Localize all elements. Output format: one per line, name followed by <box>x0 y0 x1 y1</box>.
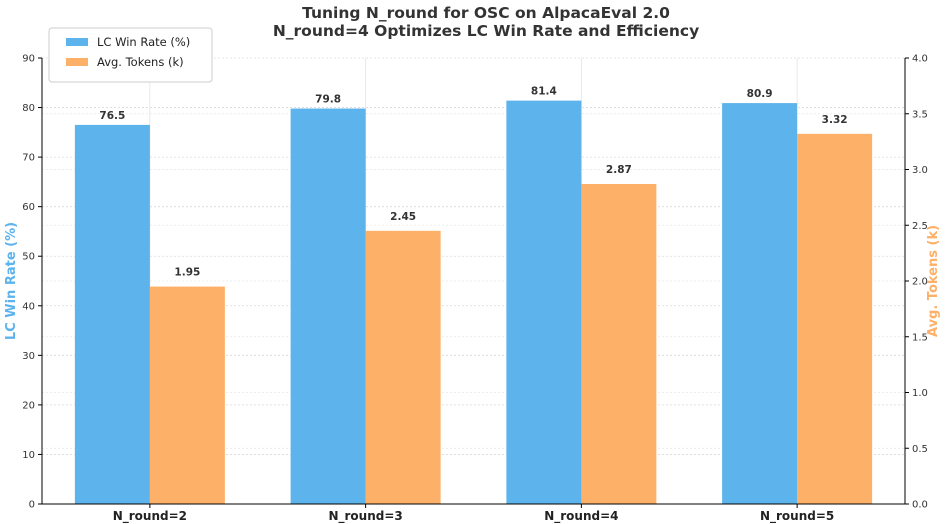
y2-tick-label: 4.0 <box>912 54 928 65</box>
value-labels: 76.5 1.95 79.8 2.45 81.4 2.87 80.9 3.32 <box>99 86 847 279</box>
value-label-avg-tokens: 3.32 <box>822 114 848 126</box>
x-tick-label: N_round=2 <box>113 509 187 524</box>
y2-tick-label: 3.0 <box>912 165 928 176</box>
y2-tick-label: 1.5 <box>912 332 928 343</box>
bar-avg-tokens <box>581 183 657 504</box>
bar-lc-win-rate <box>74 124 150 505</box>
legend-swatch-lc-win-rate <box>66 38 88 46</box>
y2-tick-label: 1.0 <box>912 388 928 399</box>
y-tick-label: 50 <box>22 252 35 263</box>
value-label-lc-win-rate: 76.5 <box>99 110 125 122</box>
y2-axis-label: Avg. Tokens (k) <box>926 225 941 337</box>
bar-avg-tokens <box>149 286 225 504</box>
x-tick-label: N_round=3 <box>328 509 402 524</box>
legend-swatch-avg-tokens <box>66 58 88 66</box>
legend: LC Win Rate (%) Avg. Tokens (k) <box>48 27 213 83</box>
bar-lc-win-rate <box>722 103 798 505</box>
value-label-lc-win-rate: 79.8 <box>315 94 341 106</box>
value-label-lc-win-rate: 80.9 <box>747 88 773 100</box>
y-axis-label: LC Win Rate (%) <box>4 222 19 340</box>
y-tick-label: 0 <box>29 500 35 511</box>
legend-label-lc-win-rate: LC Win Rate (%) <box>97 35 190 49</box>
y2-axis-ticks: 0.0 0.5 1.0 1.5 2.0 2.5 3.0 3.5 4.0 <box>905 54 928 511</box>
y-tick-label: 90 <box>22 54 35 65</box>
value-label-lc-win-rate: 81.4 <box>531 86 557 98</box>
y2-tick-label: 0.5 <box>912 444 928 455</box>
y-tick-label: 30 <box>22 351 35 362</box>
bar-lc-win-rate <box>506 100 582 505</box>
y-axis-ticks: 0 10 20 30 40 50 60 70 80 90 <box>22 54 42 511</box>
legend-label-avg-tokens: Avg. Tokens (k) <box>97 55 184 69</box>
bar-avg-tokens <box>797 133 873 504</box>
y-tick-label: 60 <box>22 202 35 213</box>
y2-tick-label: 3.5 <box>912 109 928 120</box>
y-tick-label: 10 <box>22 450 35 461</box>
bar-lc-win-rate <box>290 108 366 505</box>
x-axis-ticks: N_round=2 N_round=3 N_round=4 N_round=5 <box>113 504 834 524</box>
value-label-avg-tokens: 1.95 <box>174 267 200 279</box>
y2-tick-label: 2.0 <box>912 277 928 288</box>
y-tick-label: 70 <box>22 153 35 164</box>
value-label-avg-tokens: 2.87 <box>606 164 632 176</box>
bars <box>74 100 873 505</box>
y2-tick-label: 2.5 <box>912 221 928 232</box>
y-tick-label: 80 <box>22 103 35 114</box>
y2-tick-label: 0.0 <box>912 500 928 511</box>
bar-avg-tokens <box>365 230 441 504</box>
x-tick-label: N_round=5 <box>760 509 834 524</box>
chart-subtitle: N_round=4 Optimizes LC Win Rate and Effi… <box>273 22 699 40</box>
y-tick-label: 20 <box>22 400 35 411</box>
chart-title: Tuning N_round for OSC on AlpacaEval 2.0 <box>302 4 670 22</box>
legend-box <box>48 27 213 83</box>
value-label-avg-tokens: 2.45 <box>390 211 416 223</box>
y-tick-label: 40 <box>22 301 35 312</box>
x-tick-label: N_round=4 <box>544 509 618 524</box>
